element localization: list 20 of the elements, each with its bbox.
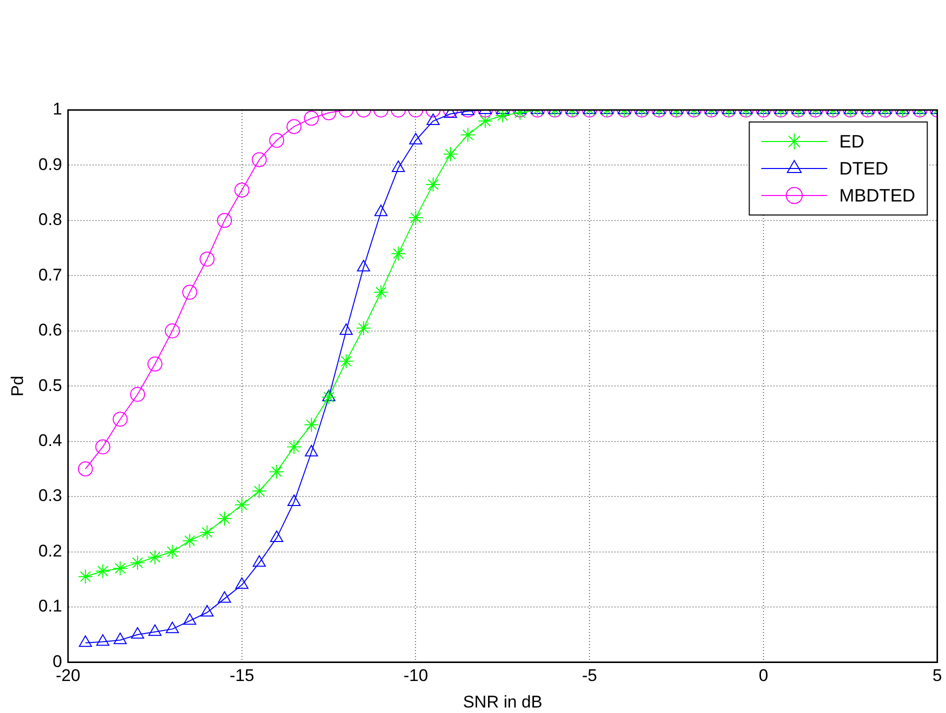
y-tick-label: 0.3 xyxy=(38,486,62,506)
y-tick-label: 0.5 xyxy=(38,376,62,395)
x-tick-label: -15 xyxy=(230,666,254,686)
x-tick-label: 5 xyxy=(932,666,942,686)
x-tick-label: -10 xyxy=(403,666,428,686)
legend-label: DTED xyxy=(839,158,888,178)
x-axis-title: SNR in dB xyxy=(462,692,542,712)
x-tick-label: 0 xyxy=(758,666,768,686)
y-axis-title: Pd xyxy=(8,376,27,396)
y-tick-label: 0.2 xyxy=(38,541,62,560)
y-tick-label: 0.9 xyxy=(38,154,62,174)
legend-label: ED xyxy=(839,131,864,152)
legend-label: MBDTED xyxy=(839,185,916,206)
y-tick-label: 1 xyxy=(52,100,62,119)
y-tick-label: 0.7 xyxy=(38,265,62,284)
y-tick-label: 0.4 xyxy=(38,431,62,450)
y-tick-label: 0.8 xyxy=(38,210,62,230)
x-tick-label: -5 xyxy=(582,666,598,686)
y-tick-label: 0.1 xyxy=(38,596,62,616)
y-tick-label: 0.6 xyxy=(38,320,62,340)
